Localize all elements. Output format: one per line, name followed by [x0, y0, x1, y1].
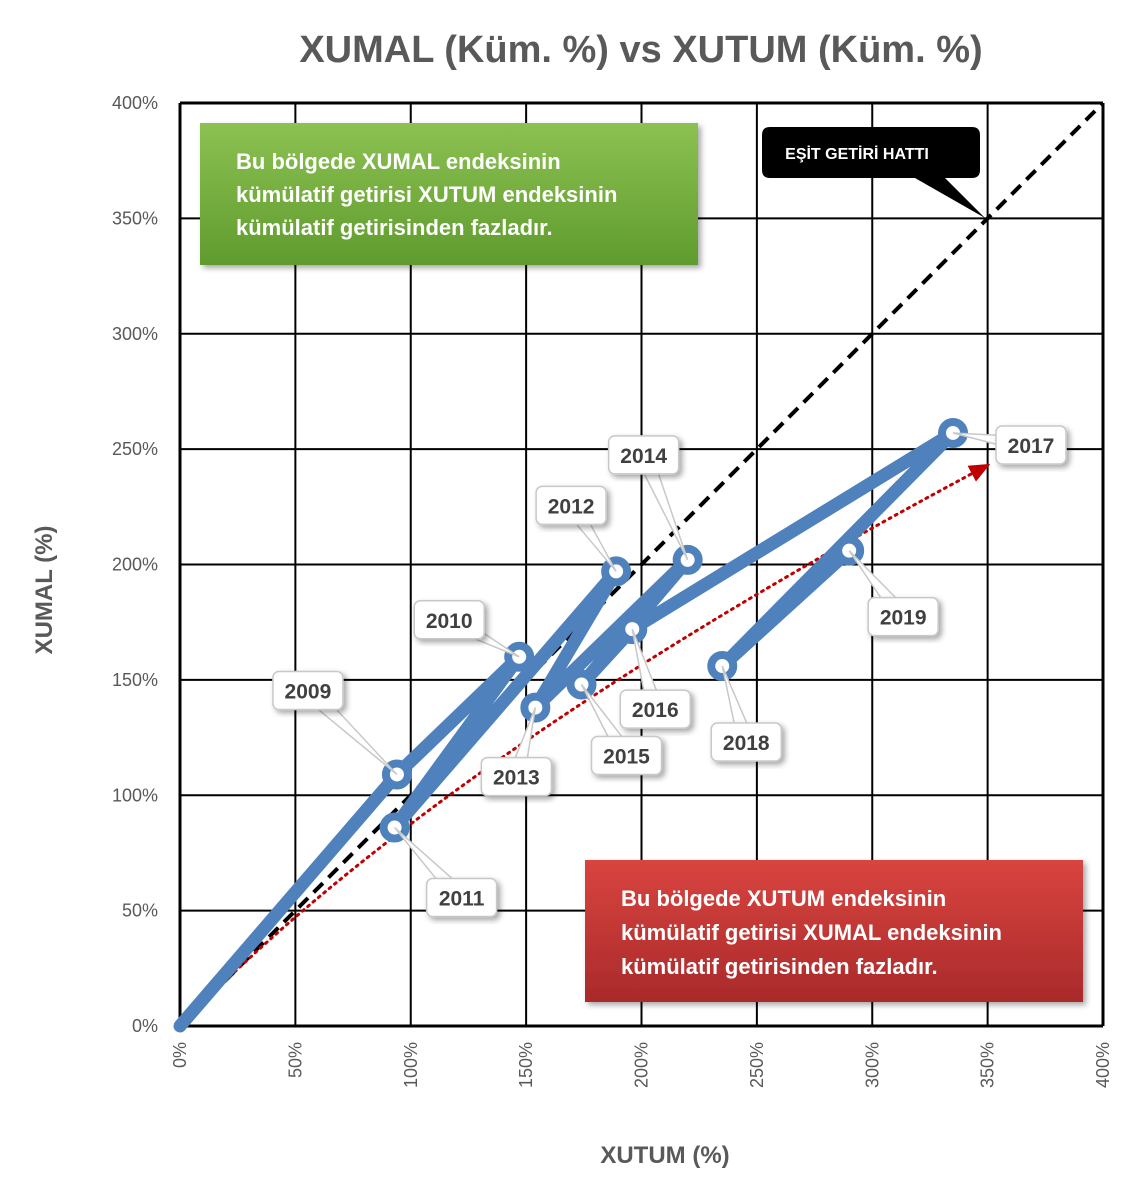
- y-tick-label: 350%: [112, 208, 158, 228]
- y-tick-label: 400%: [112, 93, 158, 113]
- callout-label: 2009: [285, 680, 332, 703]
- callout-box: [995, 425, 1067, 465]
- chart-title: XUMAL (Küm. %) vs XUTUM (Küm. %): [299, 29, 982, 71]
- y-tick-label: 300%: [112, 324, 158, 344]
- callout-2013: 2013: [480, 707, 553, 797]
- upper-region-text-line-1: Bu bölgede XUMAL endeksinin: [236, 149, 561, 174]
- callout-label: 2016: [632, 699, 679, 722]
- callout-label: 2011: [439, 888, 485, 911]
- upper-region-box: Bu bölgede XUMAL endeksinin kümülatif ge…: [200, 123, 698, 265]
- upper-region-text-line-3: kümülatif getirisinden fazladır.: [236, 215, 553, 240]
- equal-line-label: EŞİT GETİRİ HATTI: [785, 145, 929, 163]
- x-tick-label: 150%: [516, 1042, 536, 1088]
- x-tick-label: 300%: [862, 1042, 882, 1088]
- upper-region-text-line-2: kümülatif getirisi XUTUM endeksinin: [236, 182, 617, 207]
- callout-box: [535, 485, 607, 526]
- callout-label: 2014: [620, 445, 667, 468]
- callout-box: [425, 877, 498, 918]
- x-tick-label: 100%: [401, 1042, 421, 1088]
- year-callouts: 2009 2010 2011 2012 2013 2014 2015 2016 2017 2018…: [272, 425, 1067, 918]
- callout-2012: 2012: [535, 485, 617, 572]
- callout-2009: 2009: [272, 670, 398, 776]
- callout-box: [413, 600, 485, 640]
- callout-label: 2010: [426, 610, 473, 633]
- y-tick-label: 200%: [112, 555, 158, 575]
- x-tick-label: 350%: [978, 1042, 998, 1088]
- callout-2019: 2019: [848, 550, 939, 637]
- callout-2018: 2018: [710, 665, 783, 762]
- callout-label: 2012: [548, 495, 595, 518]
- x-axis-title: XUTUM (%): [600, 1142, 729, 1169]
- y-tick-label: 100%: [112, 785, 158, 805]
- y-tick-label: 250%: [112, 439, 158, 459]
- callout-2011: 2011: [394, 826, 498, 918]
- callout-2017: 2017: [952, 425, 1067, 465]
- equal-return-line: [178, 101, 1105, 1028]
- y-axis-title: XUMAL (%): [31, 526, 58, 655]
- y-tick-label: 0%: [132, 1016, 158, 1036]
- callout-2016: 2016: [619, 628, 692, 729]
- x-tick-label: 250%: [747, 1042, 767, 1088]
- x-tick-label: 200%: [632, 1042, 652, 1088]
- callout-label: 2015: [603, 745, 650, 768]
- lower-region-text-line-2: kümülatif getirisi XUMAL endeksinin: [621, 920, 1002, 945]
- x-tick-label: 0%: [170, 1042, 190, 1068]
- series-line: [173, 426, 960, 1033]
- callout-label: 2017: [1008, 435, 1055, 458]
- callout-label: 2013: [493, 767, 540, 790]
- y-tick-label: 50%: [122, 901, 158, 921]
- callout-box: [272, 670, 344, 711]
- lower-region-text-line-3: kümülatif getirisinden fazladır.: [621, 954, 938, 979]
- callout-2015: 2015: [580, 684, 663, 776]
- x-tick-label: 400%: [1093, 1042, 1113, 1088]
- callout-box: [710, 722, 783, 762]
- equal-line-callout: EŞİT GETİRİ HATTI: [762, 127, 985, 218]
- callout-box: [590, 735, 663, 776]
- equal-line-path: [178, 101, 1105, 1028]
- lower-region-text-line-1: Bu bölgede XUTUM endeksinin: [621, 886, 946, 911]
- callout-label: 2019: [880, 607, 927, 630]
- callout-box: [867, 596, 939, 637]
- lower-region-box: Bu bölgede XUTUM endeksinin kümülatif ge…: [585, 860, 1083, 1002]
- callout-2014: 2014: [607, 435, 689, 561]
- callout-2010: 2010: [413, 600, 520, 658]
- x-tick-label: 50%: [285, 1042, 305, 1078]
- callout-box: [619, 689, 692, 729]
- callout-box: [607, 435, 680, 475]
- axis-ticks: 0% 50% 100% 150% 200% 250% 300% 350% 400% 0% 50% 10…: [112, 93, 1113, 1088]
- y-tick-label: 150%: [112, 670, 158, 690]
- callout-box: [480, 756, 553, 797]
- callout-label: 2018: [723, 732, 770, 755]
